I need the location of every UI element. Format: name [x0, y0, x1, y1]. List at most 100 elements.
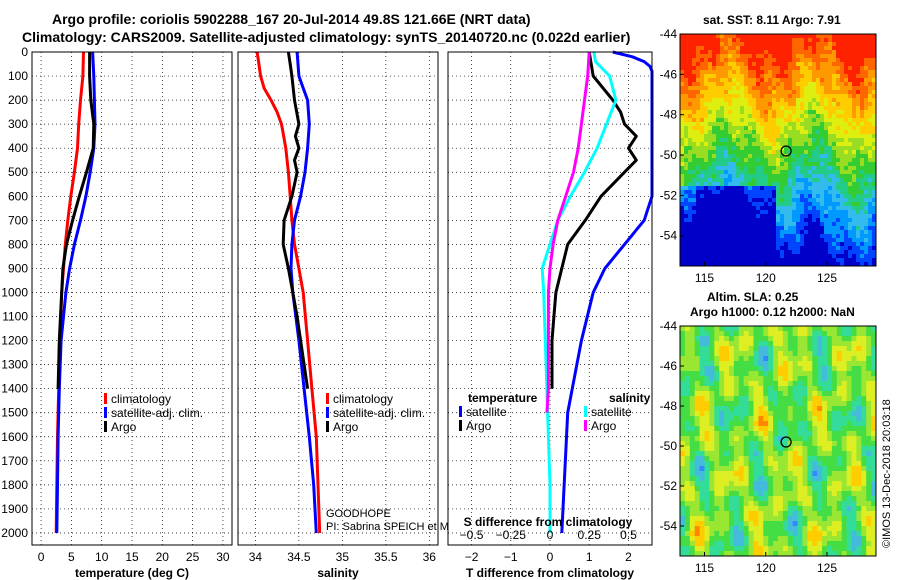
map-cell [840, 74, 845, 79]
map-cell [756, 102, 761, 107]
map-cell [868, 154, 873, 159]
map-cell [824, 162, 829, 167]
map-cell [788, 122, 793, 127]
map-cell [776, 42, 781, 47]
map-cell [716, 158, 721, 163]
map-cell [797, 546, 803, 552]
map-cell [846, 481, 852, 487]
map-cell [748, 122, 753, 127]
map-cell [720, 86, 725, 91]
map-cell [804, 206, 809, 211]
map-cell [708, 246, 713, 251]
map-cell [708, 234, 713, 239]
map-cell [764, 146, 769, 151]
map-cell [773, 401, 779, 407]
map-cell [738, 521, 745, 527]
map-cell [768, 158, 773, 163]
map-cell [692, 238, 697, 243]
map-cell [704, 351, 710, 357]
map-cell [851, 531, 857, 537]
map-cell [812, 174, 817, 179]
map-cell [720, 66, 725, 71]
map-cell [773, 366, 779, 372]
map-cell [714, 416, 720, 422]
map-cell [736, 50, 741, 55]
map-cell [828, 38, 833, 43]
map-cell [816, 94, 821, 99]
map-cell [714, 531, 720, 537]
map-cell [716, 250, 721, 255]
map-cell [728, 138, 733, 143]
map-cell [692, 162, 697, 167]
map-cell [804, 94, 809, 99]
legend-label: satellite [466, 405, 507, 419]
map-cell [807, 446, 813, 452]
map-cell [864, 62, 869, 67]
map-cell [768, 501, 774, 507]
map-cell [704, 130, 709, 135]
legend-label: climatology [333, 392, 393, 406]
map-cell [773, 521, 779, 527]
map-cell [812, 476, 818, 482]
map-cell [738, 356, 745, 362]
map-cell [756, 130, 761, 135]
map-cell [846, 506, 852, 512]
map-cell [856, 230, 861, 235]
map-cell [782, 381, 789, 387]
map-cell [840, 206, 845, 211]
map-cell [784, 54, 789, 59]
map-cell [836, 150, 841, 155]
map-cell [856, 218, 861, 223]
map-cell [728, 98, 733, 103]
map-cell [807, 481, 813, 487]
map-cell [852, 82, 857, 87]
map-cell [788, 114, 793, 119]
map-cell [796, 86, 801, 91]
map-cell [756, 242, 761, 247]
map-cell [724, 154, 729, 159]
map-cell [841, 456, 847, 462]
legend-swatch [459, 420, 462, 431]
map-cell [752, 50, 757, 55]
map-cell [848, 118, 853, 123]
map-cell [856, 401, 862, 407]
map-cell [744, 194, 749, 199]
map-cell [797, 386, 803, 392]
map-cell [752, 158, 757, 163]
map-cell [748, 401, 754, 407]
map-cell [851, 466, 857, 472]
map-cell [822, 541, 828, 547]
map-cell [756, 250, 761, 255]
map-cell [848, 142, 853, 147]
map-cell [804, 214, 809, 219]
map-cell [816, 38, 821, 43]
map-cell [732, 106, 737, 111]
map-cell [792, 461, 798, 467]
map-cell [748, 262, 753, 267]
map-cell [768, 50, 773, 55]
map-cell [756, 254, 761, 259]
map-cell [851, 511, 857, 517]
map-cell [827, 371, 833, 377]
map-cell [772, 238, 777, 243]
map-cell [768, 54, 773, 59]
map-cell [788, 86, 793, 91]
map-cell [748, 341, 754, 347]
map-cell [817, 336, 823, 342]
map-cell [792, 421, 798, 427]
map-cell [780, 102, 785, 107]
map-cell [824, 158, 829, 163]
map-cell [861, 551, 867, 557]
map-cell [773, 371, 779, 377]
map-cell [732, 82, 737, 87]
map-cell [840, 222, 845, 227]
map-cell [748, 186, 753, 191]
map-cell [817, 416, 823, 422]
map-cell [872, 178, 877, 183]
legend-swatch [104, 421, 107, 432]
map-cell [684, 396, 691, 402]
map-cell [864, 190, 869, 195]
map-cell [738, 326, 745, 332]
map-cell [688, 210, 693, 215]
map-cell [841, 421, 847, 427]
